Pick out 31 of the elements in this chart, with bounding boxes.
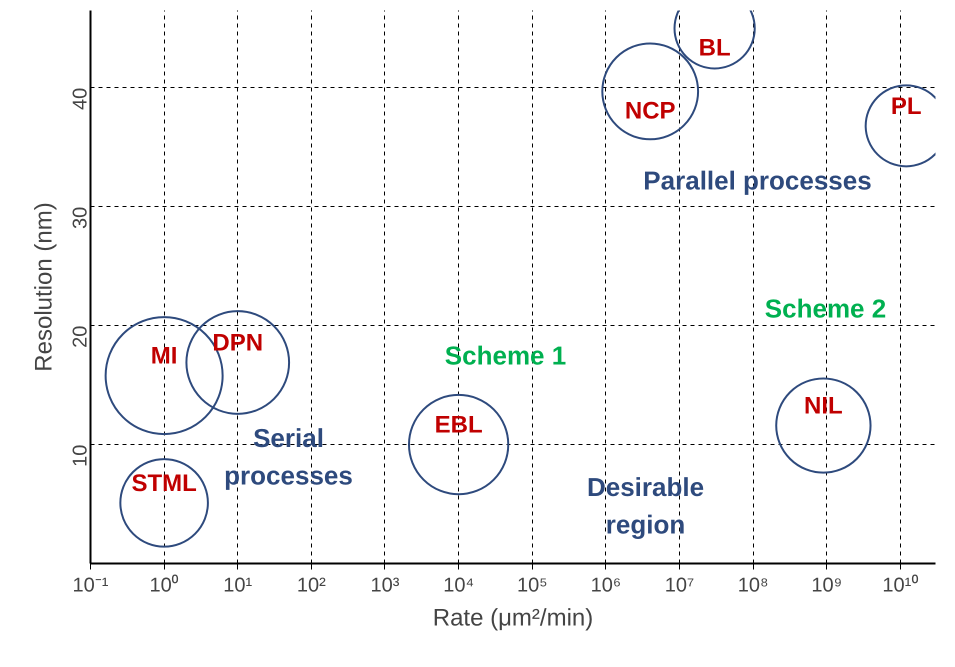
- x-tick-label: 10⁷: [664, 574, 694, 596]
- annotation: Parallel processes: [643, 166, 872, 196]
- x-tick-label: 10⁻¹: [72, 574, 109, 596]
- x-tick-label: 10⁰: [150, 574, 179, 596]
- series-label: NIL: [804, 392, 843, 420]
- y-tick-label: 30: [70, 206, 92, 229]
- y-axis-title: Resolution (nm): [30, 202, 58, 372]
- x-tick-label: 10⁶: [590, 574, 622, 596]
- series-label: MI: [150, 342, 178, 370]
- x-tick-label: 10⁵: [516, 574, 548, 596]
- y-tick-label: 10: [70, 444, 92, 467]
- series-label: DPN: [212, 330, 264, 357]
- x-tick-label: 10⁴: [443, 574, 474, 596]
- x-tick-label: 10⁸: [738, 574, 768, 596]
- x-tick-label: 10²: [296, 574, 326, 596]
- x-tick-label: 10⁹: [811, 574, 842, 596]
- series-label: STML: [131, 470, 197, 497]
- series-label: EBL: [434, 412, 483, 439]
- annotation: Desirable region: [586, 472, 704, 540]
- series-label: PL: [890, 92, 922, 120]
- series-label: NCP: [624, 97, 676, 124]
- x-tick-label: 10¹: [223, 574, 253, 596]
- annotation: Scheme 1: [444, 340, 566, 370]
- x-tick-label: 10¹⁰: [882, 574, 918, 596]
- series-label: BL: [698, 34, 731, 62]
- annotation: Serial processes: [224, 422, 353, 490]
- x-tick-label: 10³: [370, 574, 400, 596]
- y-tick-label: 40: [70, 88, 92, 110]
- annotation: Scheme 2: [764, 294, 886, 324]
- x-axis-title: Rate (μm²/min): [432, 604, 594, 632]
- y-tick-label: 20: [70, 326, 92, 348]
